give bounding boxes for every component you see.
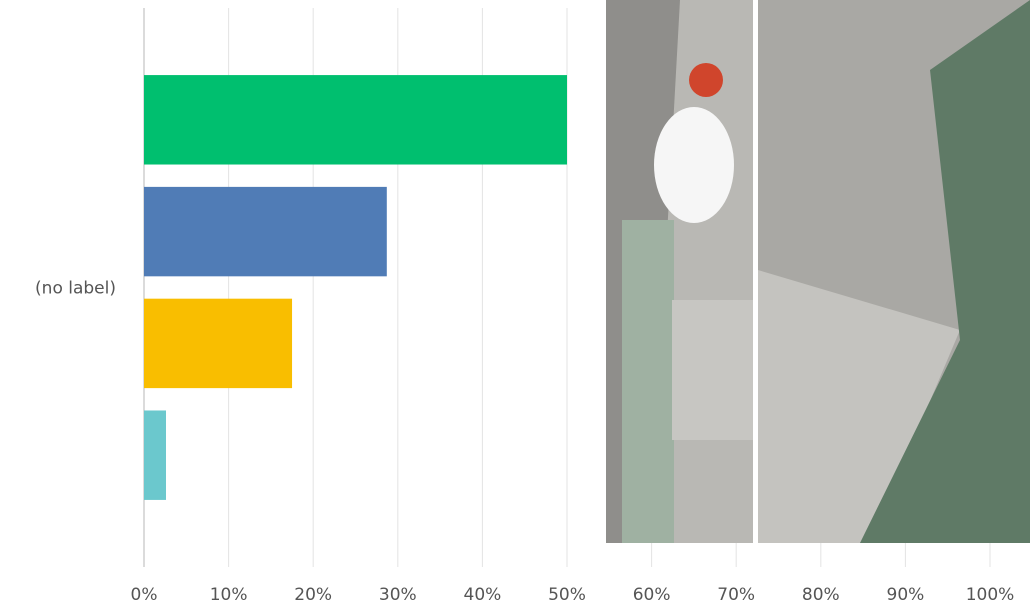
- y-tick-label: (no label): [35, 279, 116, 299]
- x-tick-label: 20%: [294, 585, 332, 605]
- photo-person: [654, 107, 734, 223]
- photo-tiles: [622, 220, 674, 543]
- x-tick-label: 70%: [717, 585, 755, 605]
- x-tick-label: 80%: [802, 585, 840, 605]
- photo-overlay: [606, 0, 1030, 543]
- x-tick-label: 40%: [464, 585, 502, 605]
- photo-concrete: [758, 270, 960, 543]
- bar: [144, 75, 567, 165]
- photo-green-tiles: [860, 0, 1030, 543]
- photo-block: [672, 300, 753, 440]
- x-tick-label: 90%: [887, 585, 925, 605]
- x-tick-label: 100%: [966, 585, 1015, 605]
- photo-cap: [689, 63, 723, 97]
- x-tick-label: 0%: [131, 585, 158, 605]
- plot-area: 0% 10% 20% 30% 40% 50% 60% 70% 80% 90% 100% (no lab…: [35, 8, 1014, 605]
- bar: [144, 410, 166, 500]
- x-tick-label: 30%: [379, 585, 417, 605]
- bar: [144, 298, 293, 389]
- photo-divider: [753, 0, 758, 543]
- x-tick-label: 50%: [548, 585, 586, 605]
- x-tick-label: 60%: [633, 585, 671, 605]
- x-tick-label: 10%: [210, 585, 248, 605]
- bar: [144, 186, 387, 277]
